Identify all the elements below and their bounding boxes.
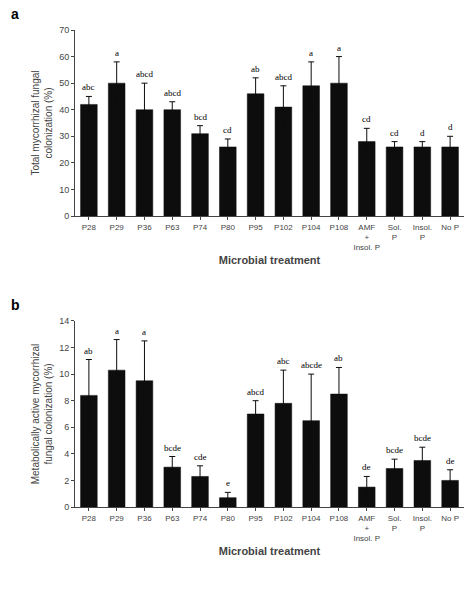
svg-text:abcd: abcd (275, 72, 292, 82)
svg-text:e: e (226, 478, 230, 488)
svg-text:Microbial treatment: Microbial treatment (219, 545, 321, 557)
svg-text:bcde: bcde (164, 443, 181, 453)
svg-text:4: 4 (64, 449, 69, 459)
svg-text:cd: cd (390, 128, 399, 138)
svg-text:70: 70 (59, 25, 69, 35)
svg-text:b: b (11, 297, 20, 313)
svg-text:10: 10 (59, 369, 69, 379)
svg-text:0: 0 (64, 211, 69, 221)
svg-text:P74: P74 (193, 223, 208, 232)
svg-text:P29: P29 (110, 223, 125, 232)
svg-text:AMF+Insol. P: AMF+Insol. P (353, 514, 380, 544)
svg-text:Total mycorrhizal fungalcoloni: Total mycorrhizal fungalcolonization (%) (30, 70, 54, 175)
svg-text:2: 2 (64, 476, 69, 486)
svg-text:a: a (309, 48, 313, 58)
svg-text:AMF+Insol. P: AMF+Insol. P (353, 223, 380, 253)
svg-text:abc: abc (277, 356, 290, 366)
svg-text:P108: P108 (330, 514, 349, 523)
svg-text:Sol.P: Sol.P (388, 514, 402, 533)
svg-text:P36: P36 (137, 223, 152, 232)
svg-text:10: 10 (59, 185, 69, 195)
svg-text:P108: P108 (330, 223, 349, 232)
svg-text:abc: abc (82, 82, 95, 92)
svg-text:bcde: bcde (386, 445, 403, 455)
svg-text:abcd: abcd (136, 69, 153, 79)
svg-text:12: 12 (59, 343, 69, 353)
svg-text:20: 20 (59, 158, 69, 168)
svg-text:No P: No P (441, 514, 459, 523)
svg-text:bcde: bcde (414, 433, 431, 443)
svg-text:cde: cde (194, 452, 207, 462)
svg-text:ab: ab (334, 353, 343, 363)
svg-text:Microbial treatment: Microbial treatment (219, 254, 321, 266)
svg-text:a: a (115, 326, 119, 336)
svg-text:a: a (115, 48, 119, 58)
svg-text:P36: P36 (137, 514, 152, 523)
svg-text:P102: P102 (274, 223, 293, 232)
svg-text:50: 50 (59, 78, 69, 88)
svg-text:d: d (420, 128, 425, 138)
svg-text:P95: P95 (248, 514, 263, 523)
svg-text:a: a (337, 43, 341, 53)
svg-text:P63: P63 (165, 514, 180, 523)
svg-text:P29: P29 (110, 514, 125, 523)
svg-text:P28: P28 (82, 223, 97, 232)
svg-text:a: a (11, 6, 19, 22)
svg-text:60: 60 (59, 52, 69, 62)
svg-text:40: 40 (59, 105, 69, 115)
svg-text:No P: No P (441, 223, 459, 232)
svg-text:a: a (142, 327, 146, 337)
svg-text:0: 0 (64, 502, 69, 512)
svg-text:P95: P95 (248, 223, 263, 232)
svg-text:ab: ab (84, 346, 93, 356)
svg-text:8: 8 (64, 396, 69, 406)
svg-text:P102: P102 (274, 514, 293, 523)
svg-text:30: 30 (59, 131, 69, 141)
svg-text:cd: cd (362, 114, 371, 124)
svg-text:P80: P80 (221, 514, 236, 523)
svg-text:abcd: abcd (164, 88, 181, 98)
svg-text:P80: P80 (221, 223, 236, 232)
svg-text:Insol.P: Insol.P (413, 223, 432, 242)
svg-text:abcde: abcde (301, 360, 322, 370)
svg-text:de: de (446, 456, 455, 466)
svg-text:Insol.P: Insol.P (413, 514, 432, 533)
svg-text:P104: P104 (302, 223, 321, 232)
svg-text:P28: P28 (82, 514, 97, 523)
svg-text:Metabolically active mycorrhiz: Metabolically active mycorrhizalfungal c… (30, 344, 54, 485)
svg-text:6: 6 (64, 422, 69, 432)
svg-text:bcd: bcd (194, 112, 207, 122)
svg-text:P63: P63 (165, 223, 180, 232)
svg-text:14: 14 (59, 316, 69, 326)
svg-text:abcd: abcd (247, 387, 264, 397)
svg-text:cd: cd (223, 125, 232, 135)
svg-text:P74: P74 (193, 514, 208, 523)
svg-text:d: d (448, 122, 453, 132)
svg-text:Sol.P: Sol.P (388, 223, 402, 242)
svg-text:de: de (362, 462, 371, 472)
svg-text:ab: ab (251, 64, 260, 74)
svg-text:P104: P104 (302, 514, 321, 523)
